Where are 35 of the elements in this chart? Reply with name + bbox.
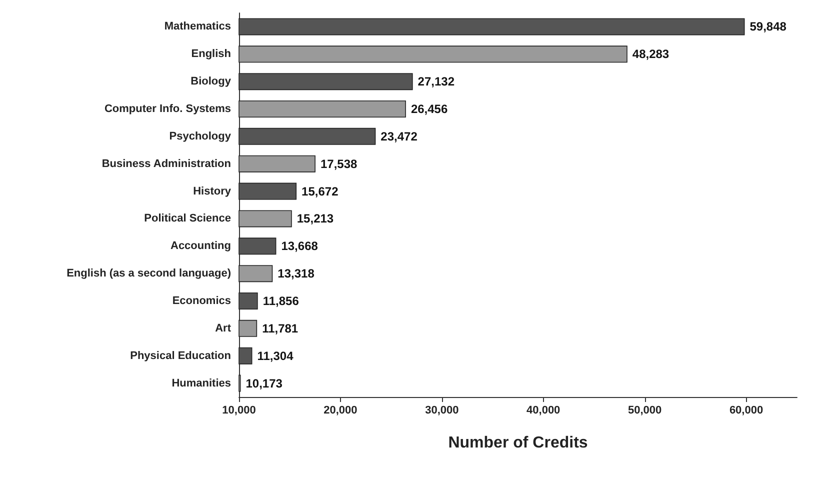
y-tick-label: Business Administration	[102, 158, 232, 170]
y-tick-label: English (as a second language)	[66, 268, 232, 280]
data-label: 11,781	[262, 321, 298, 336]
data-label: 15,213	[296, 212, 334, 226]
y-tick-label: Mathematics	[164, 20, 231, 33]
data-label: 11,304	[257, 348, 294, 363]
data-label: 10,173	[246, 376, 283, 390]
y-tick-label: Physical Education	[130, 350, 232, 362]
y-tick-label: Art	[215, 322, 232, 334]
data-label: 11,856	[262, 294, 300, 308]
data-label: 17,538	[320, 156, 358, 171]
data-label: 48,283	[632, 47, 670, 62]
y-tick-label: History	[193, 185, 232, 198]
data-label: 23,472	[380, 129, 418, 144]
data-label: 26,456	[410, 102, 448, 116]
y-tick-label: Humanities	[172, 377, 231, 390]
data-label: 13,668	[281, 239, 318, 254]
data-label: 59,848	[750, 20, 787, 34]
data-label: 15,672	[302, 184, 339, 198]
data-label: 27,132	[418, 74, 455, 89]
y-tick-label: Political Science	[144, 212, 231, 225]
x-tick-label: 20,000	[324, 404, 358, 416]
y-tick-label: Psychology	[169, 130, 232, 142]
x-tick-label: 10,000	[222, 404, 256, 416]
x-tick-label: 50,000	[628, 404, 662, 416]
y-tick-label: Economics	[172, 295, 231, 307]
x-tick-label: 40,000	[526, 404, 560, 416]
y-tick-label: Accounting	[170, 240, 231, 252]
x-tick-label: 30,000	[425, 404, 459, 416]
y-tick-label: Biology	[190, 76, 232, 88]
x-axis-title: Number of Credits	[448, 434, 588, 452]
x-tick-label: 60,000	[729, 404, 764, 416]
y-tick-label: English	[191, 48, 232, 60]
y-tick-label: Computer Info. Systems	[104, 103, 231, 115]
data-label: 13,318	[278, 266, 315, 281]
